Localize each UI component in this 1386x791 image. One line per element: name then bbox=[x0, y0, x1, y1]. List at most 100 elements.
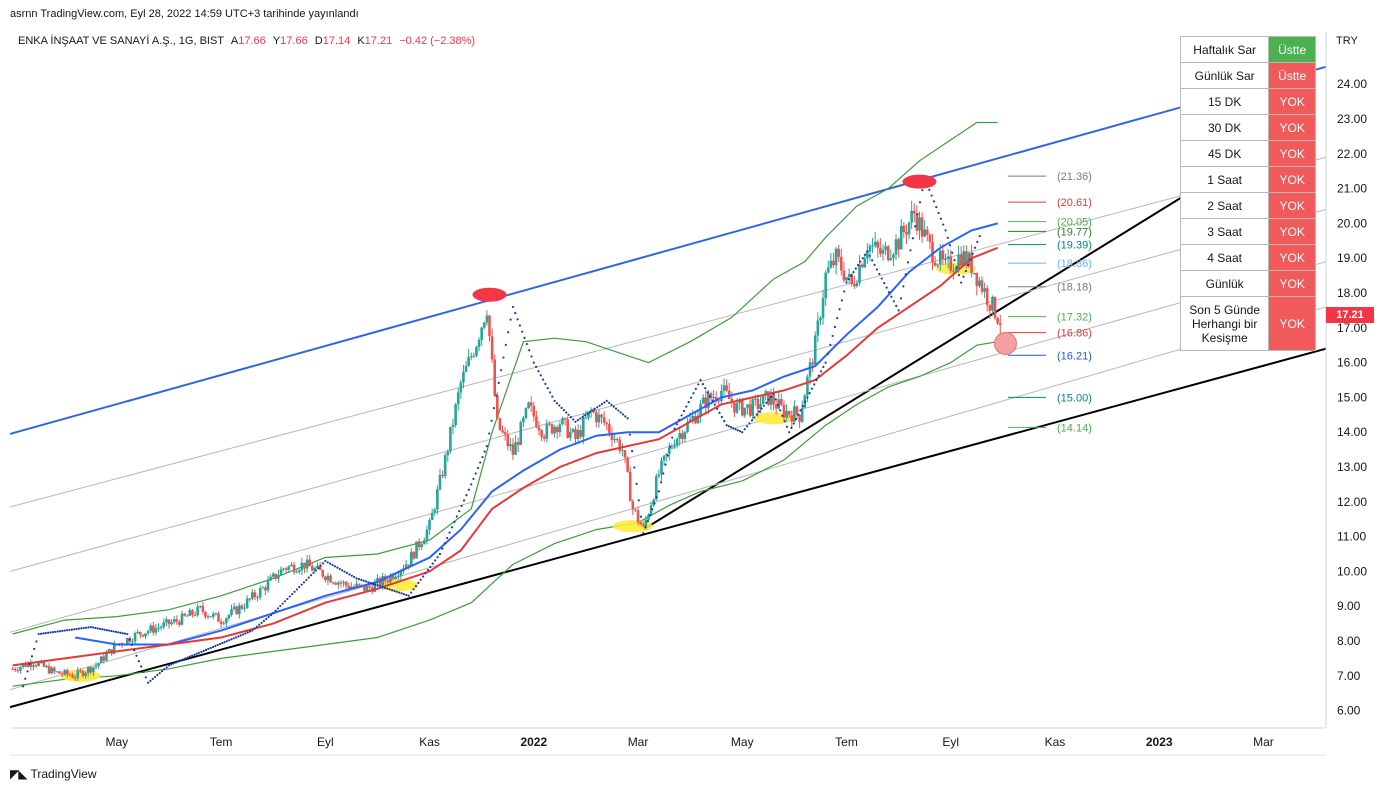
candle-body bbox=[605, 422, 609, 425]
sar-dot bbox=[500, 369, 503, 372]
price-tick-label: 21.00 bbox=[1337, 182, 1367, 196]
signal-row: Günlük Sar Üstte bbox=[1179, 62, 1316, 89]
sar-dot bbox=[114, 630, 117, 633]
sar-dot bbox=[863, 253, 867, 256]
band-lower-line bbox=[12, 341, 998, 687]
sar-dot bbox=[149, 679, 152, 682]
sar-dot bbox=[181, 658, 184, 661]
open-value: 17.66 bbox=[238, 35, 266, 47]
signal-label: 3 Saat bbox=[1179, 218, 1270, 245]
candle-body bbox=[373, 582, 377, 592]
sar-dot bbox=[372, 582, 375, 585]
sar-dot bbox=[781, 414, 784, 417]
candle-body bbox=[811, 362, 814, 365]
sar-dot bbox=[673, 427, 676, 430]
sar-dot bbox=[221, 642, 224, 645]
signal-label: Haftalık Sar bbox=[1179, 36, 1270, 63]
sar-dot bbox=[878, 272, 881, 276]
sar-dot bbox=[692, 392, 695, 395]
trendline-grey-4 bbox=[9, 306, 1327, 691]
tradingview-logo-icon: ◤◣ bbox=[10, 767, 27, 781]
candle-body bbox=[376, 578, 379, 583]
candle-body bbox=[329, 575, 332, 583]
sar-dot bbox=[140, 665, 143, 668]
candle-body bbox=[410, 551, 413, 566]
sar-dot bbox=[56, 630, 59, 633]
time-tick-label: Eyl bbox=[317, 735, 334, 749]
candle-body bbox=[211, 613, 215, 617]
sar-dot bbox=[514, 312, 517, 315]
sar-dot bbox=[525, 342, 528, 346]
sar-dot bbox=[551, 395, 554, 398]
sar-dot bbox=[574, 420, 577, 423]
candle-body bbox=[881, 250, 885, 254]
candle-body bbox=[396, 575, 400, 577]
band-upper-line bbox=[12, 121, 998, 635]
sma-blue-line bbox=[74, 222, 998, 646]
candle-body bbox=[563, 418, 567, 420]
candle-body bbox=[899, 225, 903, 250]
candle-body bbox=[615, 439, 619, 441]
time-tick-label: Mar bbox=[1253, 735, 1274, 749]
candle-body bbox=[204, 611, 207, 617]
level-label: (19.77) bbox=[1057, 226, 1092, 238]
time-tick-label: May bbox=[731, 735, 754, 749]
sar-dot bbox=[350, 574, 353, 577]
sar-dot bbox=[511, 305, 515, 309]
symbol-name[interactable]: ENKA İNŞAAT VE SANAYİ A.Ş., 1G, BIST bbox=[18, 35, 224, 47]
signal-value: YOK bbox=[1268, 296, 1316, 351]
candle-body bbox=[795, 406, 799, 415]
tradingview-brand[interactable]: ◤◣ TradingView bbox=[10, 767, 97, 781]
sar-dot bbox=[509, 318, 512, 321]
sar-dot bbox=[73, 628, 76, 631]
candle-body bbox=[287, 566, 291, 570]
sar-dot bbox=[103, 628, 106, 631]
sar-dot bbox=[895, 304, 898, 307]
sar-dot bbox=[49, 631, 52, 634]
candle-body bbox=[430, 512, 434, 520]
sar-dot bbox=[817, 374, 820, 377]
currency-label: TRY bbox=[1336, 35, 1358, 47]
candle-body bbox=[269, 576, 272, 581]
peak-marker bbox=[902, 174, 937, 189]
sar-dot bbox=[969, 258, 972, 261]
sar-dot bbox=[565, 411, 568, 414]
candle-body bbox=[175, 619, 179, 622]
candle-body bbox=[621, 450, 624, 452]
candle-body bbox=[224, 618, 228, 624]
sar-dot bbox=[300, 583, 303, 586]
sar-dot bbox=[902, 285, 905, 288]
sar-dot bbox=[598, 404, 601, 407]
sar-dot bbox=[581, 415, 584, 419]
sar-dot bbox=[605, 399, 608, 402]
sar-dot bbox=[246, 631, 249, 634]
candle-body bbox=[519, 422, 523, 445]
price-tick-label: 13.00 bbox=[1337, 460, 1367, 474]
candle-body bbox=[196, 606, 199, 616]
candle-body bbox=[391, 575, 395, 579]
level-label: (18.18) bbox=[1057, 282, 1092, 294]
candle-body bbox=[337, 582, 340, 585]
sar-dot bbox=[160, 670, 164, 673]
candle-body bbox=[748, 404, 752, 416]
candle-body bbox=[511, 444, 515, 455]
candle-body bbox=[753, 398, 757, 400]
sar-dot bbox=[426, 568, 430, 572]
candle-body bbox=[37, 662, 40, 666]
candle-body bbox=[952, 270, 955, 272]
candle-body bbox=[16, 670, 20, 672]
sar-dot bbox=[105, 629, 108, 632]
sar-dot bbox=[197, 651, 201, 654]
sar-dot bbox=[126, 632, 129, 636]
sar-dot bbox=[302, 581, 306, 584]
sar-dot bbox=[642, 532, 645, 535]
sar-dot bbox=[262, 619, 266, 622]
sar-dot bbox=[957, 274, 961, 277]
sar-dot bbox=[829, 343, 832, 346]
sar-dot bbox=[357, 578, 361, 581]
candle-body bbox=[991, 296, 994, 311]
candle-body bbox=[209, 616, 212, 618]
candle-body bbox=[170, 622, 173, 625]
candle-body bbox=[847, 274, 851, 278]
